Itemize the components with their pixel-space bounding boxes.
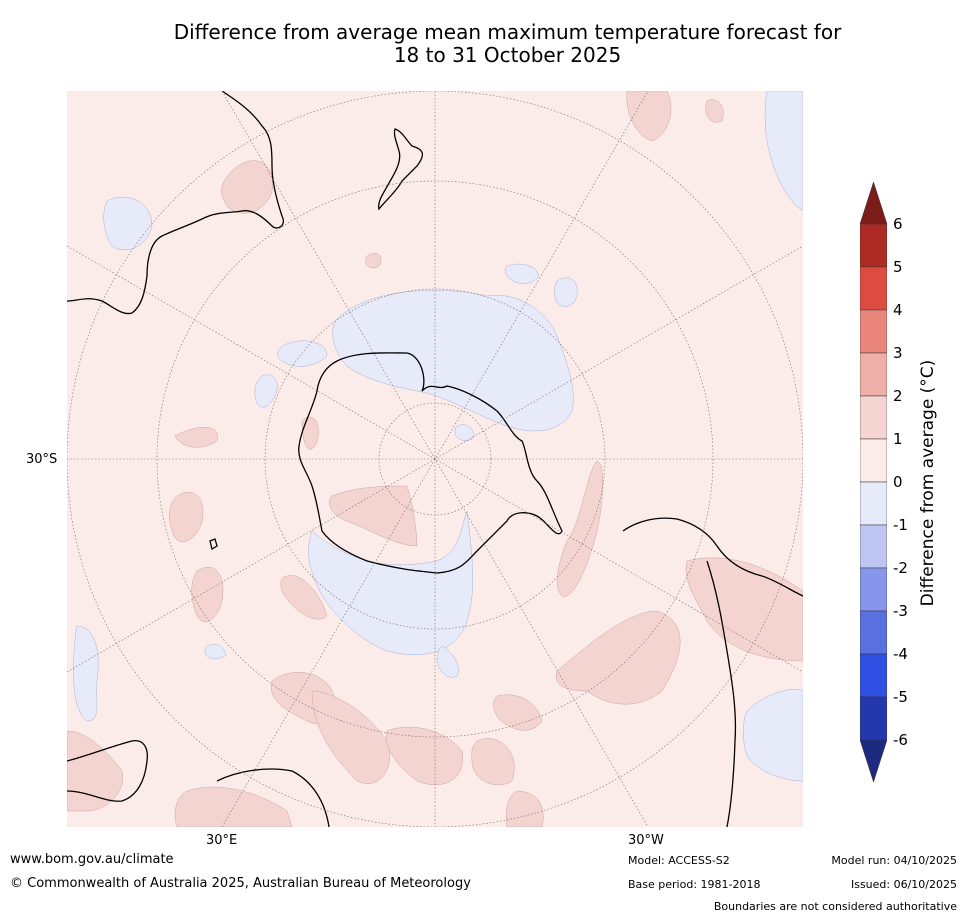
colorbar-band-m6-m5 (860, 696, 887, 741)
anomaly-map (67, 91, 803, 827)
footer-url[interactable]: www.bom.gov.au/climate (10, 852, 174, 867)
coastlines (67, 91, 803, 827)
colorbar-tick-1: 1 (893, 430, 903, 448)
colorbar-band-5-6 (860, 223, 887, 268)
colorbar-tick-0: 0 (893, 473, 903, 491)
title-line-1: Difference from average mean maximum tem… (173, 20, 842, 44)
footer-copyright: © Commonwealth of Australia 2025, Austra… (10, 876, 471, 891)
south-america-coastline (622, 517, 803, 827)
colorbar-band-4-5 (860, 266, 887, 311)
colorbar-title: Difference from average (°C) (918, 359, 938, 607)
footer-disclaimer: Boundaries are not considered authoritat… (713, 900, 957, 913)
colorbar-extend-high (860, 182, 887, 225)
africa-coastline (67, 740, 330, 827)
colorbar-tick-m2: -2 (893, 559, 908, 577)
madagascar-coastline (209, 538, 218, 551)
footer-base-period: Base period: 1981-2018 (628, 878, 761, 891)
chart-title: Difference from average mean maximum tem… (60, 21, 955, 67)
colorbar-band-m5-m4 (860, 653, 887, 698)
lon-label-30w: 30°W (628, 833, 664, 848)
colorbar-tick-m4: -4 (893, 645, 908, 663)
cool-anomaly-regions (73, 91, 803, 782)
colorbar-tick-4: 4 (893, 301, 903, 319)
colorbar (860, 182, 887, 782)
colorbar-tick-2: 2 (893, 387, 903, 405)
parallel-45s (156, 180, 714, 738)
colorbar-tick-m5: -5 (893, 688, 908, 706)
colorbar-tick-6: 6 (893, 215, 903, 233)
lon-label-30e: 30°E (206, 833, 238, 848)
colorbar-tick-3: 3 (893, 344, 903, 362)
footer-issued: Issued: 06/10/2025 (850, 878, 957, 891)
antarctica-coastline (298, 352, 563, 574)
colorbar-band-2-3 (860, 352, 887, 397)
lat-label-30s: 30°S (26, 452, 58, 467)
colorbar-band-3-4 (860, 309, 887, 354)
new-zealand-coastline (378, 128, 424, 211)
colorbar-band-m2-m1 (860, 524, 887, 569)
title-line-2: 18 to 31 October 2025 (393, 43, 622, 67)
colorbar-tick-m3: -3 (893, 602, 908, 620)
colorbar-band-m1-0 (860, 481, 887, 526)
colorbar-extend-low (860, 739, 887, 782)
footer-model: Model: ACCESS-S2 (628, 854, 730, 867)
colorbar-tick-5: 5 (893, 258, 903, 276)
parallel-60s (264, 288, 606, 630)
graticule (67, 91, 803, 827)
colorbar-tick-m1: -1 (893, 516, 908, 534)
australia-coastline (67, 91, 284, 315)
colorbar-band-m4-m3 (860, 610, 887, 655)
colorbar-band-0-1 (860, 438, 887, 483)
colorbar-band-1-2 (860, 395, 887, 440)
warm-anomaly-regions (67, 91, 803, 827)
colorbar-band-m3-m2 (860, 567, 887, 612)
colorbar-tick-m6: -6 (893, 731, 908, 749)
footer-model-run: Model run: 04/10/2025 (831, 854, 957, 867)
